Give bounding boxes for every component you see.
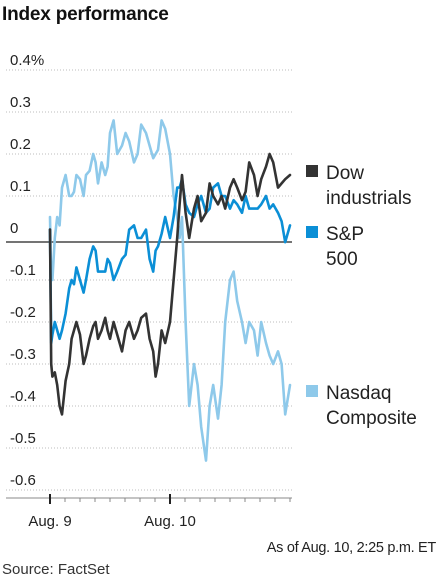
y-tick-label: 0.2	[10, 136, 31, 153]
legend-swatch-sp500	[306, 226, 318, 238]
series-line-dow-industrials	[48, 152, 292, 416]
legend-label-nasdaq: Nasdaq Composite	[326, 383, 417, 429]
x-tick-label: Aug. 10	[144, 513, 196, 530]
gridlines	[6, 69, 292, 491]
series-line-nasdaq-composite	[48, 119, 292, 462]
source-note: Source: FactSet	[2, 561, 110, 578]
y-axis-labels: 0.4% 0.3 0.2 0.1 0 -0.1 -0.2 -0.3 -0.4 -0.5 -0.6	[10, 52, 44, 489]
x-axis: Aug. 9 Aug. 10	[6, 494, 292, 530]
legend-label-sp500: S&P 500	[326, 224, 365, 270]
series-layer	[48, 119, 292, 462]
y-tick-label: 0.4%	[10, 52, 44, 69]
y-tick-label: -0.3	[10, 346, 36, 363]
timestamp-note: As of Aug. 10, 2:25 p.m. ET	[266, 540, 437, 556]
y-tick-label: -0.1	[10, 262, 36, 279]
y-tick-label: -0.5	[10, 430, 36, 447]
legend-label-dow: Dow industrials	[326, 163, 412, 209]
legend-swatch-nasdaq	[306, 385, 318, 397]
x-tick-label: Aug. 9	[28, 513, 71, 530]
series-line-s-p-500	[48, 177, 292, 345]
chart-title: Index performance	[2, 4, 169, 25]
y-tick-label: -0.2	[10, 304, 36, 321]
y-tick-label: -0.6	[10, 472, 36, 489]
y-tick-label: 0.3	[10, 94, 31, 111]
y-tick-label: 0.1	[10, 178, 31, 195]
y-tick-label: 0	[10, 220, 18, 237]
line-chart: 0.4% 0.3 0.2 0.1 0 -0.1 -0.2 -0.3 -0.4 -0.5 -0.6 A…	[6, 52, 292, 530]
legend-swatch-dow	[306, 165, 318, 177]
y-tick-label: -0.4	[10, 388, 36, 405]
